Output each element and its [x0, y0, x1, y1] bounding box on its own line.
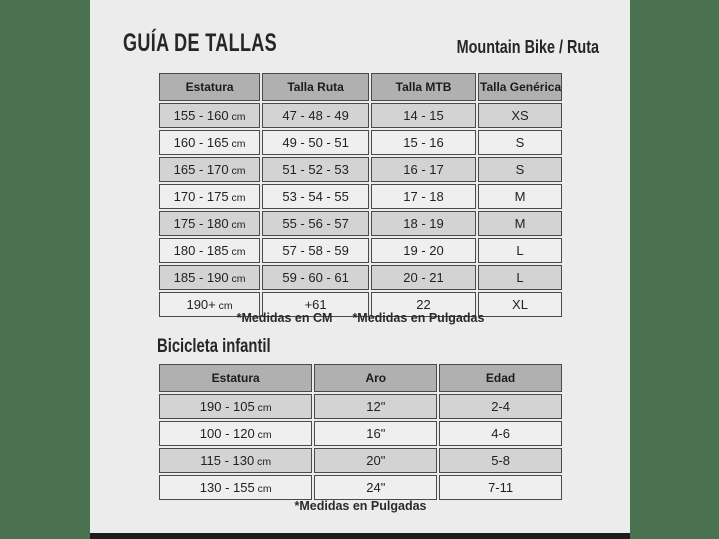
table-cell: 59 - 60 - 61 — [262, 265, 370, 290]
table-cell: XL — [478, 292, 562, 317]
table-cell: M — [478, 211, 562, 236]
page-title: GUÍA DE TALLAS — [123, 29, 278, 57]
table-cell: 170 - 175 cm — [159, 184, 261, 209]
adult-size-table-body: 155 - 160 cm 47 - 48 - 49 14 - 15 XS 160 - 1… — [159, 103, 562, 317]
table-cell: S — [478, 157, 562, 182]
table-cell: XS — [478, 103, 562, 128]
table-cell: 2-4 — [439, 394, 562, 419]
column-header: Talla Genérica — [478, 73, 562, 101]
table-row: 190+ cm +61 22 XL — [159, 292, 562, 317]
kids-size-table-body: 190 - 105 cm 12" 2-4 100 - 120 cm 16" 4-6 115 … — [159, 394, 562, 500]
table-cell: 55 - 56 - 57 — [262, 211, 370, 236]
table-cell: 51 - 52 - 53 — [262, 157, 370, 182]
table-cell: 190+ cm — [159, 292, 261, 317]
table-cell: 49 - 50 - 51 — [262, 130, 370, 155]
left-green-panel — [0, 0, 90, 539]
infantil-section-title: Bicicleta infantil — [157, 336, 271, 357]
table-cell: 16" — [314, 421, 438, 446]
table-cell: L — [478, 238, 562, 263]
table-cell: 18 - 19 — [371, 211, 476, 236]
adult-size-table: Estatura Talla Ruta Talla MTB Talla Genéric… — [157, 71, 564, 319]
bottom-dark-bar — [90, 533, 630, 539]
table-cell: 190 - 105 cm — [159, 394, 313, 419]
table-row: 180 - 185 cm 57 - 58 - 59 19 - 20 L — [159, 238, 562, 263]
table-row: 190 - 105 cm 12" 2-4 — [159, 394, 562, 419]
table-cell: 115 - 130 cm — [159, 448, 313, 473]
column-header: Estatura — [159, 364, 313, 392]
table-row: 165 - 170 cm 51 - 52 - 53 16 - 17 S — [159, 157, 562, 182]
measurement-notes: *Medidas en CM *Medidas en Pulgadas — [157, 311, 564, 325]
table-cell: 24" — [314, 475, 438, 500]
table-row: 160 - 165 cm 49 - 50 - 51 15 - 16 S — [159, 130, 562, 155]
adult-size-table-head: Estatura Talla Ruta Talla MTB Talla Genéric… — [159, 73, 562, 101]
table-cell: 15 - 16 — [371, 130, 476, 155]
table-cell: 57 - 58 - 59 — [262, 238, 370, 263]
table-cell: 100 - 120 cm — [159, 421, 313, 446]
table-row: 115 - 130 cm 20" 5-8 — [159, 448, 562, 473]
table-cell: 155 - 160 cm — [159, 103, 261, 128]
note-cm: *Medidas en CM — [236, 311, 333, 325]
table-cell: 175 - 180 cm — [159, 211, 261, 236]
right-green-panel — [630, 0, 719, 539]
table-cell: 19 - 20 — [371, 238, 476, 263]
table-cell: 14 - 15 — [371, 103, 476, 128]
table-cell: +61 — [262, 292, 370, 317]
table-row: 170 - 175 cm 53 - 54 - 55 17 - 18 M — [159, 184, 562, 209]
table-cell: 12" — [314, 394, 438, 419]
column-header: Talla Ruta — [262, 73, 370, 101]
kids-note-inches: *Medidas en Pulgadas — [294, 499, 427, 513]
table-row: 155 - 160 cm 47 - 48 - 49 14 - 15 XS — [159, 103, 562, 128]
column-header: Talla MTB — [371, 73, 476, 101]
note-inches: *Medidas en Pulgadas — [352, 311, 485, 325]
table-cell: 17 - 18 — [371, 184, 476, 209]
table-cell: 180 - 185 cm — [159, 238, 261, 263]
size-guide-content: GUÍA DE TALLAS Mountain Bike / Ruta Esta… — [90, 0, 630, 539]
table-cell: 185 - 190 cm — [159, 265, 261, 290]
column-header: Aro — [314, 364, 438, 392]
table-cell: 53 - 54 - 55 — [262, 184, 370, 209]
header-row: Estatura Talla Ruta Talla MTB Talla Genéric… — [159, 73, 562, 101]
kids-size-table: Estatura Aro Edad 190 - 105 cm 12" 2-4 100 - … — [157, 362, 564, 502]
masthead: GUÍA DE TALLAS Mountain Bike / Ruta — [123, 29, 599, 58]
table-cell: 47 - 48 - 49 — [262, 103, 370, 128]
table-cell: M — [478, 184, 562, 209]
column-header: Estatura — [159, 73, 261, 101]
kids-size-table-head: Estatura Aro Edad — [159, 364, 562, 392]
page-subtitle: Mountain Bike / Ruta — [456, 37, 599, 57]
table-cell: L — [478, 265, 562, 290]
table-cell: 20" — [314, 448, 438, 473]
table-cell: 160 - 165 cm — [159, 130, 261, 155]
table-cell: 130 - 155 cm — [159, 475, 313, 500]
table-cell: 4-6 — [439, 421, 562, 446]
header-row: Estatura Aro Edad — [159, 364, 562, 392]
table-row: 100 - 120 cm 16" 4-6 — [159, 421, 562, 446]
column-header: Edad — [439, 364, 562, 392]
table-row: 175 - 180 cm 55 - 56 - 57 18 - 19 M — [159, 211, 562, 236]
table-cell: S — [478, 130, 562, 155]
table-cell: 5-8 — [439, 448, 562, 473]
table-cell: 22 — [371, 292, 476, 317]
table-row: 130 - 155 cm 24" 7-11 — [159, 475, 562, 500]
table-cell: 165 - 170 cm — [159, 157, 261, 182]
table-cell: 16 - 17 — [371, 157, 476, 182]
table-cell: 20 - 21 — [371, 265, 476, 290]
table-row: 185 - 190 cm 59 - 60 - 61 20 - 21 L — [159, 265, 562, 290]
table-cell: 7-11 — [439, 475, 562, 500]
